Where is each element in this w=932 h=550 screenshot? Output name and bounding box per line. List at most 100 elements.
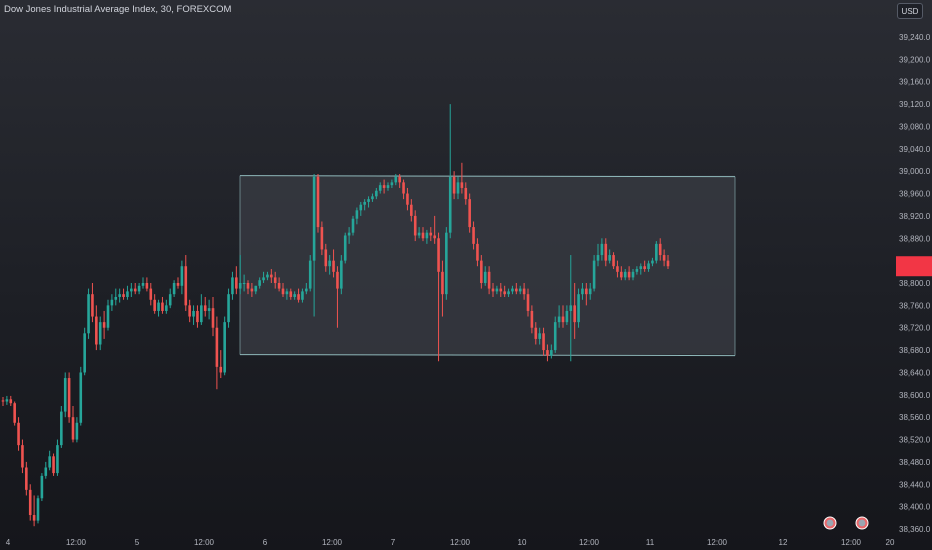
candle [133,283,137,295]
candle [468,193,471,233]
candle [305,283,308,295]
candle-body [242,283,246,284]
candle [499,283,503,297]
candle [266,271,269,281]
candle-body [616,266,619,272]
candle [526,288,530,317]
candle-body [238,283,242,289]
candle-body [441,271,444,295]
candle [32,495,36,527]
candle [118,288,121,303]
event-marker-icon[interactable] [855,516,869,530]
candle [308,255,312,292]
candle [149,283,153,306]
candle [328,255,331,275]
y-tick-label: 38,880.0 [899,234,931,243]
candle [511,285,514,295]
candle [95,305,98,351]
candle [534,322,538,345]
candle-body [219,366,223,373]
candle [600,238,604,261]
candle [332,249,335,278]
candle [141,277,145,289]
candle-body [550,350,553,356]
range-box-top-line[interactable] [239,175,736,178]
candle-body [130,288,133,292]
candle [75,417,79,443]
candle [48,450,51,471]
candle [44,461,48,479]
x-tick-label: 12:00 [194,538,215,547]
currency-button[interactable]: USD [897,3,923,19]
candle [456,176,460,200]
candle [172,280,176,297]
candle-body [378,185,382,191]
candle [270,269,273,283]
candle-body [17,422,20,446]
candle [608,249,611,264]
candle [343,232,347,264]
candle-body [526,294,530,311]
price-axis[interactable]: 39,240.0 39,200.0 39,160.0 39,120.0 39,080.0… [899,33,931,534]
candle-body [1,400,5,402]
candle-body [289,291,293,297]
candle [472,221,475,250]
candle [522,283,526,300]
candle [36,495,40,524]
candle [200,294,203,325]
candle-body [25,467,28,490]
candle-body [71,417,75,440]
candle [386,182,390,191]
candle [448,104,452,239]
time-axis[interactable]: 4 12:00 5 12:00 6 12:00 7 12:00 10 12:00 11 12:00 12… [6,538,895,547]
event-marker-icon[interactable] [823,516,837,530]
candle [176,277,180,289]
y-tick-label: 38,360.0 [899,525,931,534]
candle-body [91,294,94,317]
candle-body [503,291,506,295]
candle [56,439,59,476]
candle [359,201,363,216]
candle-body [581,288,584,295]
candle [538,327,541,345]
x-tick-label: 12:00 [450,538,471,547]
candle-body [343,235,347,261]
candle [445,227,448,300]
y-tick-label: 38,520.0 [899,436,931,445]
candle [165,299,168,314]
candle-body [651,260,654,264]
candle-body [359,204,363,211]
candle [639,263,643,275]
candle-body [347,232,351,236]
last-price-tag [896,256,932,277]
x-tick-label: 5 [135,538,140,547]
candle [588,283,592,300]
candle-body [48,456,51,468]
x-tick-label: 6 [263,538,268,547]
candle [238,255,242,295]
x-tick-label: 12 [779,538,788,547]
candle [557,305,561,328]
candle [258,277,261,289]
candle-body [631,271,635,278]
candle [429,227,433,242]
candle [227,288,230,328]
candle-body [235,277,238,289]
candle-body [445,232,448,295]
range-box-bottom-line[interactable] [239,354,736,357]
candle [262,271,265,283]
x-tick-label: 11 [646,538,655,547]
candle [91,283,94,323]
candle [242,274,246,292]
candle-body [114,296,118,300]
candle-body [507,291,510,295]
candle [592,255,596,292]
candle [577,288,580,328]
candle [137,283,141,295]
candle-body [262,277,265,281]
candle-body [476,243,479,261]
candle-body [557,316,561,323]
candle-body [95,316,98,345]
candle [351,215,355,236]
